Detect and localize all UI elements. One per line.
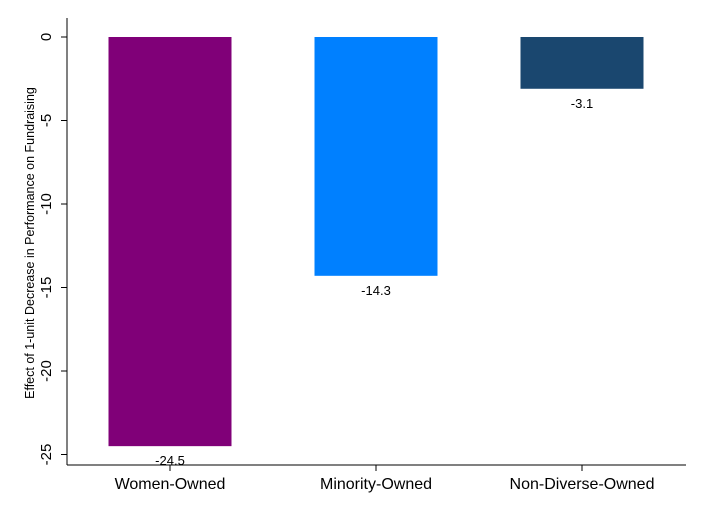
x-tick-label: Minority-Owned: [320, 476, 432, 493]
x-tick-label: Non-Diverse-Owned: [510, 476, 655, 493]
y-tick-label: -10: [38, 193, 55, 215]
data-label: -24.5: [155, 453, 185, 468]
y-tick-label: -15: [38, 277, 55, 299]
y-tick-label: -5: [38, 114, 55, 127]
y-tick-label: -25: [38, 444, 55, 466]
bar-women-owned: [108, 37, 232, 447]
bar-non-diverse-owned: [520, 37, 644, 89]
y-axis-title: Effect of 1-unit Decrease in Performance…: [23, 87, 37, 399]
data-label: -3.1: [571, 96, 593, 111]
data-label: -14.3: [361, 283, 391, 298]
y-tick-label: -20: [38, 360, 55, 382]
x-tick-label: Women-Owned: [115, 476, 226, 493]
bar-minority-owned: [314, 37, 438, 276]
y-tick-label: 0: [38, 33, 55, 41]
